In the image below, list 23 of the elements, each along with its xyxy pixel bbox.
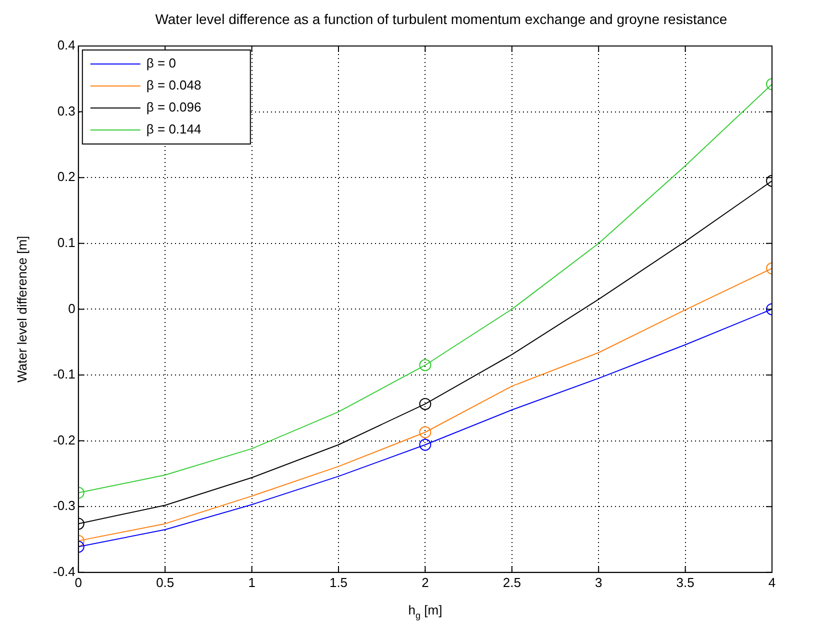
y-axis-title: Water level difference [m] <box>14 236 30 383</box>
legend-label: β = 0.048 <box>146 78 202 93</box>
legend-label: β = 0 <box>146 56 176 71</box>
x-tick-label: 3 <box>594 574 602 590</box>
y-tick-label: -0.4 <box>52 564 76 579</box>
legend-label: β = 0.144 <box>146 122 202 137</box>
x-tick-label: 1.5 <box>329 574 348 590</box>
x-tick-label: 0.5 <box>156 574 174 590</box>
x-tick-label: 1 <box>248 574 256 590</box>
x-tick-label: 2.5 <box>502 574 521 590</box>
x-tick-label: 4 <box>768 574 776 590</box>
y-tick-label: -0.3 <box>52 498 76 514</box>
y-tick-label: 0 <box>68 300 76 316</box>
y-tick-label: 0.4 <box>57 38 76 53</box>
y-tick-label: -0.1 <box>52 366 76 382</box>
y-tick-label: -0.2 <box>52 432 76 448</box>
x-tick-label: 3.5 <box>676 574 694 590</box>
legend-label: β = 0.096 <box>146 100 202 115</box>
x-tick-label: 2 <box>422 574 429 590</box>
y-tick-label: 0.2 <box>57 169 76 184</box>
chart-title: Water level difference as a function of turbulent momentum exchange and groyne resistance <box>155 11 728 27</box>
y-tick-label: 0.3 <box>57 103 76 118</box>
y-tick-label: 0.1 <box>57 234 76 250</box>
